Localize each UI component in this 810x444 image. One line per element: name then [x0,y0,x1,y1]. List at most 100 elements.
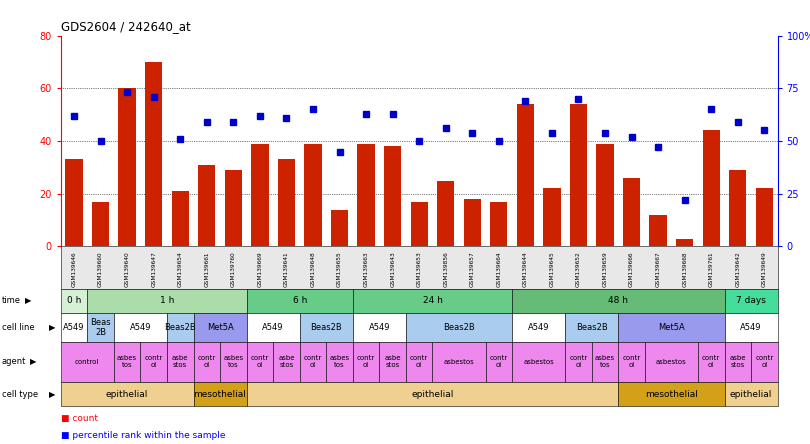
Text: asbestos: asbestos [656,359,687,365]
Text: GSM139669: GSM139669 [258,251,262,287]
Bar [702,131,720,246]
Bar [331,210,348,246]
Bar [145,62,162,246]
Text: asbe
stos: asbe stos [278,355,295,369]
Text: Met5A: Met5A [207,323,233,332]
Text: ▶: ▶ [49,389,56,399]
Bar [278,159,295,246]
Text: GSM139641: GSM139641 [284,251,289,287]
Bar [411,202,428,246]
Text: GSM139664: GSM139664 [497,251,501,287]
Text: 6 h: 6 h [292,296,307,305]
Bar [490,202,507,246]
Text: Beas2B: Beas2B [310,323,342,332]
Text: GSM139666: GSM139666 [629,251,634,287]
Bar [384,146,401,246]
Text: GSM139648: GSM139648 [310,251,315,287]
Text: epithelial: epithelial [730,389,772,399]
Bar [66,159,83,246]
Text: cell line: cell line [2,323,34,332]
Text: contr
ol: contr ol [357,355,375,369]
Text: A549: A549 [63,323,85,332]
Text: 0 h: 0 h [67,296,81,305]
Text: contr
ol: contr ol [304,355,322,369]
Text: GSM139659: GSM139659 [603,251,608,287]
Bar [729,170,746,246]
Text: GSM139657: GSM139657 [470,251,475,287]
Text: Beas2B: Beas2B [164,323,196,332]
Text: contr
ol: contr ol [251,355,269,369]
Text: contr
ol: contr ol [569,355,587,369]
Bar [517,104,534,246]
Text: GSM139645: GSM139645 [549,251,554,287]
Text: GSM139649: GSM139649 [762,251,767,287]
Text: ▶: ▶ [30,357,36,366]
Text: Beas
2B: Beas 2B [90,318,111,337]
Bar [676,238,693,246]
Text: cell type: cell type [2,389,38,399]
Text: agent: agent [2,357,26,366]
Text: GSM139667: GSM139667 [655,251,661,287]
Text: 24 h: 24 h [423,296,442,305]
Text: GSM139642: GSM139642 [735,251,740,287]
Bar [198,165,215,246]
Text: GSM139652: GSM139652 [576,251,581,287]
Text: epithelial: epithelial [411,389,454,399]
Bar [623,178,640,246]
Bar [570,104,587,246]
Bar [756,188,773,246]
Text: GSM139640: GSM139640 [125,251,130,287]
Text: GSM139668: GSM139668 [682,251,687,287]
Text: ■ count: ■ count [61,414,98,423]
Text: GSM139644: GSM139644 [523,251,528,287]
Text: contr
ol: contr ol [622,355,641,369]
Text: time: time [2,296,20,305]
Text: A549: A549 [130,323,151,332]
Bar [650,215,667,246]
Text: asbes
tos: asbes tos [330,355,350,369]
Text: GSM139647: GSM139647 [151,251,156,287]
Bar [224,170,242,246]
Text: GSM139663: GSM139663 [364,251,369,287]
Bar [305,143,322,246]
Text: asbestos: asbestos [523,359,554,365]
Text: asbestos: asbestos [444,359,475,365]
Text: GSM139660: GSM139660 [98,251,103,287]
Text: contr
ol: contr ol [198,355,216,369]
Text: A549: A549 [369,323,390,332]
Bar [596,143,614,246]
Text: asbe
stos: asbe stos [730,355,746,369]
Text: asbes
tos: asbes tos [224,355,243,369]
Text: GSM139643: GSM139643 [390,251,395,287]
Bar [172,191,189,246]
Text: asbe
stos: asbe stos [172,355,189,369]
Text: contr
ol: contr ol [702,355,720,369]
Text: control: control [75,359,100,365]
Text: 1 h: 1 h [160,296,174,305]
Text: GDS2604 / 242640_at: GDS2604 / 242640_at [61,20,190,33]
Text: A549: A549 [262,323,284,332]
Text: epithelial: epithelial [106,389,148,399]
Text: GSM139661: GSM139661 [204,251,209,287]
Bar [357,143,375,246]
Bar [463,199,481,246]
Text: asbes
tos: asbes tos [117,355,137,369]
Text: mesothelial: mesothelial [645,389,698,399]
Text: asbe
stos: asbe stos [385,355,401,369]
Text: GSM139761: GSM139761 [709,251,714,287]
Text: 7 days: 7 days [736,296,766,305]
Bar [118,88,136,246]
Text: GSM139856: GSM139856 [443,251,448,287]
Bar [92,202,109,246]
Text: GSM139654: GSM139654 [177,251,183,287]
Bar [544,188,561,246]
Text: contr
ol: contr ol [490,355,508,369]
Bar [437,181,454,246]
Text: 48 h: 48 h [608,296,629,305]
Text: ■ percentile rank within the sample: ■ percentile rank within the sample [61,431,225,440]
Text: ▶: ▶ [49,323,56,332]
Text: GSM139760: GSM139760 [231,251,236,287]
Text: Met5A: Met5A [658,323,684,332]
Text: GSM139655: GSM139655 [337,251,342,287]
Text: A549: A549 [528,323,549,332]
